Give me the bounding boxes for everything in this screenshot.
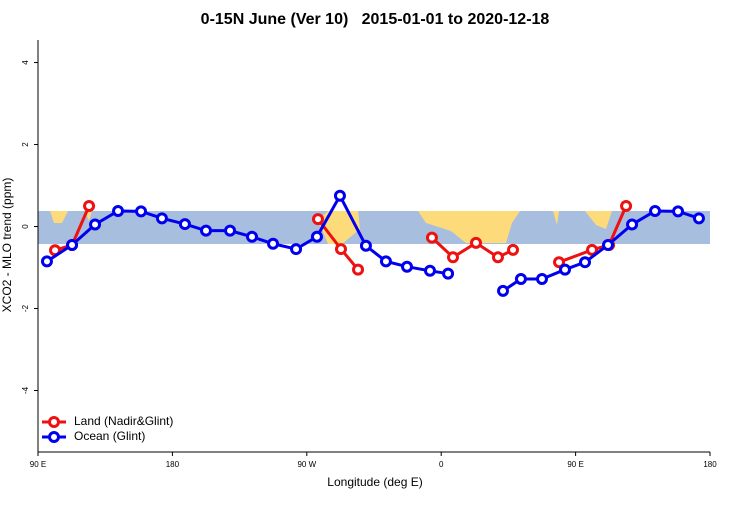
point bbox=[312, 213, 324, 226]
y-axis-label: XCO2 - MLO trend (ppm) bbox=[0, 178, 14, 313]
point bbox=[224, 224, 237, 237]
point bbox=[446, 251, 459, 264]
point bbox=[672, 205, 685, 218]
y-tick-label: -4 bbox=[21, 386, 30, 394]
point bbox=[310, 230, 323, 243]
point bbox=[40, 255, 53, 268]
legend-label: Land (Nadir&Glint) bbox=[74, 414, 173, 428]
legend: Land (Nadir&Glint) Ocean (Glint) bbox=[42, 414, 173, 443]
point bbox=[620, 200, 633, 213]
x-tick-label: 180 bbox=[703, 460, 717, 469]
y-tick-label: 2 bbox=[21, 142, 30, 147]
x-tick-label: 180 bbox=[166, 460, 180, 469]
point bbox=[497, 284, 510, 297]
point bbox=[200, 224, 212, 237]
point bbox=[178, 218, 191, 231]
point bbox=[491, 251, 504, 264]
point bbox=[359, 239, 372, 252]
point bbox=[267, 237, 280, 250]
chart-title: 0-15N June (Ver 10) 2015-01-01 to 2020-1… bbox=[201, 11, 550, 28]
point bbox=[507, 243, 520, 256]
x-tick-label: 0 bbox=[439, 460, 444, 469]
point bbox=[514, 273, 527, 286]
point bbox=[558, 263, 571, 276]
point bbox=[586, 243, 599, 256]
point bbox=[536, 273, 548, 286]
point bbox=[442, 267, 455, 280]
point bbox=[334, 243, 347, 256]
point bbox=[602, 238, 615, 251]
legend-marker bbox=[48, 431, 60, 443]
x-tick-label: 90 E bbox=[30, 460, 46, 469]
point bbox=[379, 255, 392, 268]
point bbox=[692, 212, 705, 225]
point bbox=[401, 260, 414, 273]
legend-label: Ocean (Glint) bbox=[74, 429, 145, 443]
point bbox=[579, 256, 592, 269]
point bbox=[89, 218, 102, 231]
point bbox=[424, 264, 436, 277]
point bbox=[469, 236, 482, 249]
y-tick-label: -2 bbox=[21, 304, 30, 312]
point bbox=[626, 218, 639, 231]
point bbox=[425, 231, 438, 244]
x-axis-label: Longitude (deg E) bbox=[327, 475, 422, 489]
point bbox=[649, 204, 662, 217]
point bbox=[333, 189, 346, 202]
point bbox=[135, 205, 148, 218]
point bbox=[83, 200, 96, 213]
point bbox=[112, 204, 125, 217]
x-tick-label: 90 W bbox=[297, 460, 316, 469]
y-tick-label: 4 bbox=[21, 60, 30, 65]
point bbox=[290, 243, 303, 256]
point bbox=[245, 230, 258, 243]
point bbox=[66, 238, 79, 251]
legend-marker bbox=[48, 416, 60, 428]
point bbox=[155, 212, 168, 225]
point bbox=[553, 256, 566, 269]
x-tick-label: 90 E bbox=[567, 460, 583, 469]
map-band bbox=[38, 211, 710, 244]
y-tick-label: 0 bbox=[21, 224, 30, 229]
point bbox=[352, 263, 365, 276]
